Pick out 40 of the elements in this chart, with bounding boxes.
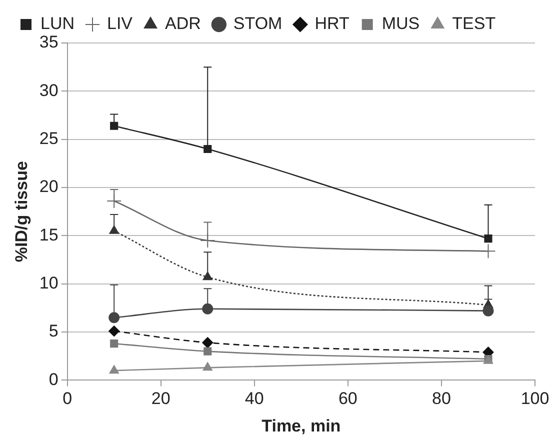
point [484,234,492,243]
y-tick-label: 30 [39,80,58,100]
point [202,303,214,314]
x-axis-title: Time, min [262,416,341,436]
legend-label: STOM [233,14,282,34]
x-tick-label: 80 [432,389,451,408]
y-tick-label: 15 [39,225,58,244]
y-axis-title: %ID/g tissue [12,161,31,262]
point [110,340,118,348]
y-tick-label: 5 [48,322,58,341]
point [482,305,494,316]
y-tick-label: 35 [39,32,58,52]
point [106,194,122,209]
x-tick-label: 20 [151,389,170,408]
point [108,312,120,324]
y-tick-label: 25 [39,129,58,148]
x-tick-label: 100 [520,389,550,408]
point [110,122,118,130]
x-tick-label: 60 [338,389,358,408]
legend-label: LUN [40,14,75,34]
y-tick-label: 0 [48,370,58,389]
point [204,144,212,154]
point [480,244,496,259]
point [109,365,119,374]
y-tick-label: 20 [39,177,58,196]
legend-label: TEST [452,14,496,34]
x-tick-label: 0 [62,389,72,408]
point [202,337,214,348]
point [109,225,119,234]
point [202,362,212,371]
legend-label: MUS [382,14,420,34]
point [202,272,212,280]
point [204,347,212,356]
legend-label: HRT [314,14,350,34]
y-tick-label: 10 [39,274,58,293]
legend-label: LIV [107,14,134,34]
point [108,326,120,337]
legend-label: ADR [165,14,201,34]
x-tick-label: 40 [244,389,264,408]
point [200,233,216,248]
